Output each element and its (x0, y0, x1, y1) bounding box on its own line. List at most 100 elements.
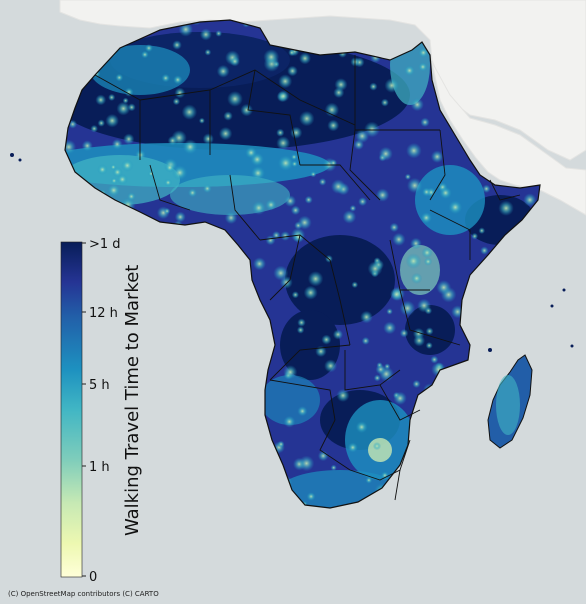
market-glow-point (327, 119, 340, 132)
market-glow-point (411, 272, 423, 284)
market-glow-point (107, 183, 121, 197)
market-glow-point (361, 336, 370, 345)
market-glow-point (392, 232, 406, 246)
market-glow-point (277, 90, 290, 103)
market-glow-point (424, 307, 433, 315)
market-glow-point (380, 98, 389, 107)
market-glow-point (202, 133, 214, 145)
market-glow-point (389, 222, 399, 233)
market-glow-point (384, 78, 400, 93)
market-glow-point (418, 62, 428, 72)
market-glow-point (375, 364, 386, 375)
market-glow-point (250, 166, 266, 181)
market-glow-point (413, 334, 426, 347)
market-glow-point (298, 455, 315, 472)
europe-landmass (59, 0, 586, 161)
market-glow-point (423, 257, 433, 266)
colorbar-tick-label: 12 h (89, 306, 118, 321)
market-glow-point (204, 49, 212, 56)
market-glow-point (297, 406, 308, 417)
colorbar-tick-label: 0 (89, 570, 97, 585)
market-glow-point (405, 253, 422, 269)
market-glow-point (351, 281, 359, 289)
market-glow-point (383, 321, 397, 335)
market-glow-point (278, 74, 293, 89)
market-glow-point (215, 30, 222, 37)
market-glow-point (410, 98, 424, 112)
market-glow-point (425, 342, 433, 349)
market-glow-point (498, 200, 514, 216)
market-glow-point (276, 136, 291, 151)
market-glow-point (172, 97, 181, 106)
market-glow-point (404, 173, 411, 180)
market-glow-point (263, 49, 280, 65)
market-glow-point (288, 49, 296, 57)
market-glow-point (378, 146, 393, 161)
market-glow-point (381, 471, 389, 480)
market-glow-point (161, 73, 170, 83)
market-glow-point (410, 237, 422, 250)
market-glow-point (229, 56, 240, 67)
market-glow-point (304, 195, 313, 204)
market-glow-point (199, 28, 212, 41)
africa-outline (64, 19, 541, 509)
market-glow-point (163, 207, 171, 215)
market-glow-point (360, 310, 373, 324)
market-glow-point (347, 442, 358, 453)
market-glow-point (284, 195, 297, 207)
market-glow-point (105, 113, 119, 128)
market-glow-point (164, 178, 173, 187)
market-glow-point (116, 101, 131, 116)
country-borders (94, 55, 521, 501)
market-glow-point (365, 476, 373, 484)
market-glow-point (277, 440, 285, 448)
market-glow-point (110, 177, 118, 185)
market-glow-point (115, 73, 124, 82)
market-glow-point (329, 159, 338, 167)
colorbar-gradient (60, 241, 83, 578)
market-glow-point (324, 102, 340, 118)
market-glow-point (216, 64, 230, 78)
market-glow-point (265, 199, 277, 211)
colorbar-title: Walking Travel Time to Market (122, 265, 143, 536)
market-glow-point (478, 227, 486, 234)
market-glow-point (324, 359, 338, 373)
market-glow-point (421, 247, 433, 259)
market-glow-point (306, 492, 316, 501)
market-glow-point (436, 280, 452, 295)
market-glow-point (310, 171, 317, 178)
market-glow-point (430, 150, 444, 163)
market-glow-point (187, 188, 198, 198)
small-islands (10, 153, 574, 352)
market-glow-point (291, 160, 298, 168)
market-glow-point (448, 200, 463, 215)
market-glow-point (110, 163, 117, 171)
market-glow-point (372, 442, 382, 451)
market-glow-point (439, 186, 452, 200)
market-glow-point (224, 211, 238, 225)
market-glow-point (355, 421, 368, 434)
market-glow-point (81, 140, 93, 152)
market-glow-point (123, 133, 135, 145)
market-glow-point (321, 334, 332, 345)
market-glow-point (283, 415, 296, 428)
market-glow-point (336, 389, 350, 402)
market-glow-point (144, 44, 153, 53)
market-glow-point (393, 391, 407, 405)
market-glow-point (108, 93, 116, 101)
market-glow-point (164, 162, 175, 173)
market-glow-point (430, 355, 439, 364)
market-glow-point (425, 327, 434, 336)
market-glow-point (181, 104, 198, 120)
market-glow-point (167, 135, 178, 146)
market-glow-point (218, 126, 233, 141)
market-glow-point (330, 464, 337, 471)
market-glow-point (279, 276, 293, 289)
market-glow-point (418, 47, 429, 58)
market-glow-point (358, 197, 368, 207)
market-glow-point (173, 75, 183, 85)
market-glow-point (121, 159, 134, 172)
market-glow-point (223, 111, 233, 121)
market-glow-point (318, 178, 327, 186)
